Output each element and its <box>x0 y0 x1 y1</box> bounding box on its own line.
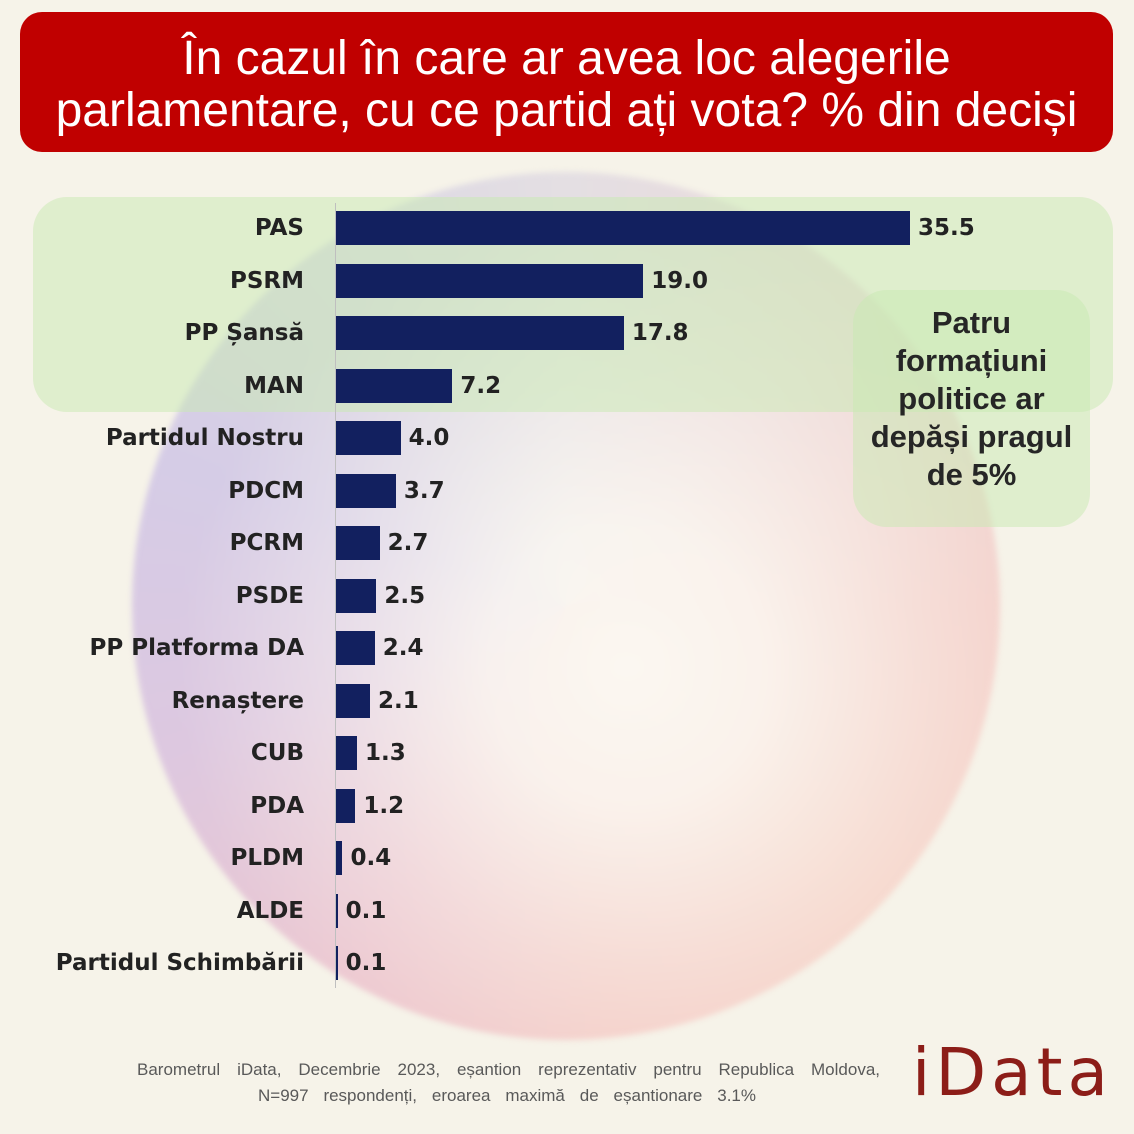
data-label-8: 2.5 <box>384 582 426 609</box>
category-label-11: CUB <box>250 740 304 766</box>
bar-8 <box>336 578 377 613</box>
bar-13 <box>336 841 343 875</box>
bar-4 <box>336 368 453 403</box>
category-label-12: PDA <box>250 792 304 819</box>
source-note-line-1: Barometrul iData, Decembrie 2023, eșanti… <box>137 1060 880 1079</box>
bar-9 <box>336 631 375 665</box>
data-label-2: 19.0 <box>651 267 708 294</box>
category-label-7: PCRM <box>229 530 304 556</box>
bar-7 <box>336 526 380 560</box>
data-label-3: 17.8 <box>631 320 689 346</box>
category-axis-line <box>335 203 336 988</box>
bar-11 <box>336 736 358 770</box>
data-label-15: 0.1 <box>345 950 387 976</box>
bar-1 <box>336 211 911 245</box>
data-label-4: 7.2 <box>460 372 502 399</box>
annotation-text: Patru formațiuni politice ar depăși prag… <box>870 305 1073 492</box>
annotation-box: Patru formațiuni politice ar depăși prag… <box>853 290 1090 527</box>
data-label-5: 4.0 <box>408 425 450 451</box>
category-label-14: ALDE <box>236 897 304 924</box>
data-label-7: 2.7 <box>387 530 429 556</box>
bar-6 <box>336 473 396 508</box>
category-label-8: PSDE <box>235 582 304 609</box>
bar-5 <box>336 421 401 455</box>
data-label-6: 3.7 <box>403 477 445 504</box>
bar-10 <box>336 683 370 718</box>
bar-15 <box>336 946 338 980</box>
bar-2 <box>336 263 644 298</box>
data-label-9: 2.4 <box>382 635 424 661</box>
category-label-2: PSRM <box>229 267 304 294</box>
data-label-14: 0.1 <box>345 897 387 924</box>
data-label-10: 2.1 <box>377 687 419 714</box>
category-label-15: Partidul Schimbării <box>55 950 304 976</box>
category-label-13: PLDM <box>230 845 305 871</box>
category-label-3: PP Șansă <box>184 320 304 346</box>
data-label-13: 0.4 <box>350 845 392 871</box>
category-label-9: PP Platforma DA <box>89 635 304 661</box>
category-label-4: MAN <box>244 372 304 399</box>
bar-12 <box>336 788 356 823</box>
title-banner: În cazul în care ar avea loc alegerile p… <box>20 12 1113 152</box>
bar-3 <box>336 316 624 350</box>
chart-title: În cazul în care ar avea loc alegerile p… <box>55 32 1078 137</box>
data-label-12: 1.2 <box>363 792 405 819</box>
category-label-6: PDCM <box>228 477 304 504</box>
bar-14 <box>336 893 338 928</box>
category-label-5: Partidul Nostru <box>105 425 304 451</box>
category-label-10: Renaștere <box>171 687 304 714</box>
source-note-line-2: N=997 respondenți, eroarea maximă de eșa… <box>258 1086 756 1105</box>
category-label-1: PAS <box>254 215 304 241</box>
idata-logo: iData <box>912 1034 1113 1111</box>
data-label-1: 35.5 <box>918 215 975 241</box>
data-label-11: 1.3 <box>365 740 406 766</box>
